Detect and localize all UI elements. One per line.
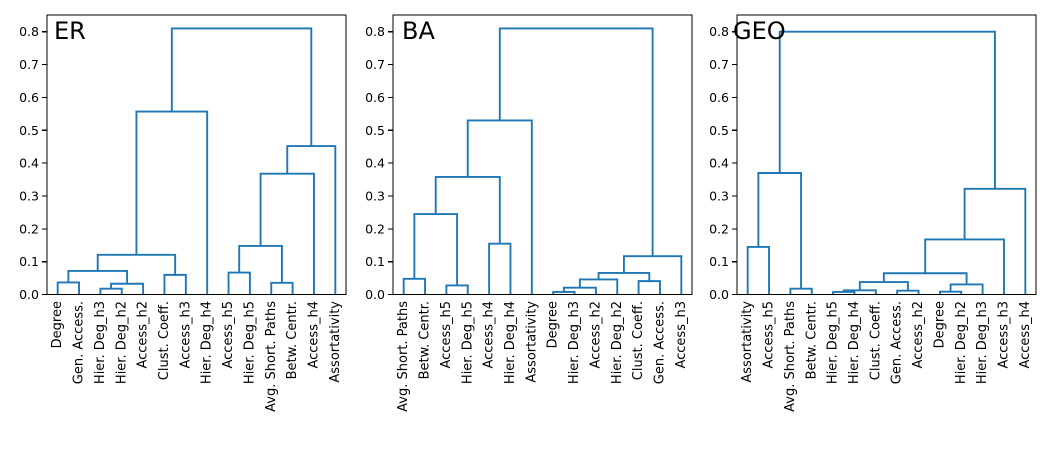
x-tick-label: Access_h4 — [1018, 301, 1033, 369]
dendrogram-link — [498, 27, 654, 257]
x-tick-label: Assortativity — [328, 301, 343, 383]
x-tick-label: Hier. Deg_h2 — [114, 301, 129, 384]
x-tick-label: Avg. Short. Paths — [264, 301, 279, 412]
x-tick-label: Gen. Access. — [890, 301, 905, 384]
y-tick-label: 0.6 — [709, 90, 729, 105]
y-tick-label: 0.6 — [365, 90, 385, 105]
panel-geo: 0.0 0.1 0.2 0.3 0.4 0.5 0.6 0.7 0.8 Assortativity… — [709, 14, 1037, 412]
x-tick-label: Betw. Centr. — [418, 301, 433, 379]
x-tick-label: Access_h5 — [221, 301, 236, 369]
y-tick-label: 0.1 — [709, 254, 729, 269]
panel-title: ER — [54, 17, 86, 45]
y-tick-label: 0.5 — [365, 123, 385, 138]
x-tick-label: Hier. Deg_h5 — [826, 301, 841, 384]
x-tick-label: Access_h3 — [996, 301, 1011, 369]
x-tick-label: Access_h5 — [439, 301, 454, 369]
x-tick-label: Access_h2 — [136, 301, 151, 369]
x-tick-label: Degree — [546, 301, 561, 348]
x-tick-label: Degree — [932, 301, 947, 348]
panel-ba: 0.0 0.1 0.2 0.3 0.4 0.5 0.6 0.7 0.8 Avg. Short. P… — [365, 14, 693, 412]
x-tick-label: Avg. Short. Paths — [783, 301, 798, 412]
x-tick-label: Assortativity — [524, 301, 539, 383]
dendrogram-link — [778, 30, 996, 189]
x-tick-label: Betw. Centr. — [285, 301, 300, 379]
x-tick-label: Hier. Deg_h3 — [975, 301, 990, 384]
x-tick-label: Hier. Deg_h4 — [503, 301, 518, 384]
y-tick-label: 0.7 — [19, 57, 39, 72]
y-tick-label: 0.1 — [19, 254, 39, 269]
dendrogram-link — [170, 27, 313, 147]
x-tick-label: Access_h5 — [762, 301, 777, 369]
y-tick-label: 0.8 — [365, 24, 385, 39]
y-tick-label: 0.6 — [19, 90, 39, 105]
y-tick-label: 0.0 — [709, 287, 729, 302]
y-tick-label: 0.1 — [365, 254, 385, 269]
x-tick-label: Hier. Deg_h3 — [567, 301, 582, 384]
axes-frame — [46, 14, 347, 296]
y-tick-label: 0.5 — [19, 123, 39, 138]
y-tick-label: 0.3 — [19, 189, 39, 204]
y-tick-label: 0.4 — [709, 156, 729, 171]
x-tick-label: Access_h2 — [588, 301, 603, 369]
x-tick-label: Avg. Short. Paths — [396, 301, 411, 412]
y-tick-label: 0.8 — [19, 24, 39, 39]
x-tick-label: Hier. Deg_h2 — [954, 301, 969, 384]
x-tick-label: Gen. Access. — [72, 301, 87, 384]
x-tick-label: Access_h4 — [306, 301, 321, 369]
x-tick-label: Hier. Deg_h2 — [610, 301, 625, 384]
x-tick-label: Access_h4 — [482, 301, 497, 369]
y-tick-label: 0.7 — [365, 57, 385, 72]
x-tick-label: Clust. Coeff. — [157, 301, 172, 380]
x-tick-label: Access_h3 — [674, 301, 689, 369]
y-tick-label: 0.3 — [709, 189, 729, 204]
y-tick-label: 0.0 — [19, 287, 39, 302]
y-tick-label: 0.4 — [19, 156, 39, 171]
y-tick-label: 0.2 — [709, 221, 729, 236]
x-tick-label: Access_h3 — [178, 301, 193, 369]
y-tick-label: 0.5 — [709, 123, 729, 138]
x-tick-label: Gen. Access. — [652, 301, 667, 384]
y-tick-label: 0.8 — [709, 24, 729, 39]
y-tick-label: 0.7 — [709, 57, 729, 72]
axes-frame — [392, 14, 693, 296]
y-tick-label: 0.0 — [365, 287, 385, 302]
x-tick-label: Hier. Deg_h4 — [200, 301, 215, 384]
x-tick-label: Hier. Deg_h5 — [242, 301, 257, 384]
x-tick-label: Access_h2 — [911, 301, 926, 369]
x-tick-label: Hier. Deg_h5 — [460, 301, 475, 384]
y-tick-label: 0.3 — [365, 189, 385, 204]
y-tick-label: 0.4 — [365, 156, 385, 171]
x-tick-label: Hier. Deg_h4 — [847, 301, 862, 384]
y-tick-label: 0.2 — [365, 221, 385, 236]
panel-title: BA — [402, 17, 435, 45]
x-tick-label: Degree — [50, 301, 65, 348]
axes-frame — [736, 14, 1037, 296]
x-tick-label: Clust. Coeff. — [631, 301, 646, 380]
x-tick-label: Assortativity — [740, 301, 755, 383]
x-tick-label: Betw. Centr. — [804, 301, 819, 379]
x-tick-label: Hier. Deg_h3 — [93, 301, 108, 384]
panel-title: GEO — [733, 17, 786, 45]
panel-er: 0.0 0.1 0.2 0.3 0.4 0.5 0.6 0.7 0.8 Degree Gen. Ac… — [19, 14, 347, 412]
x-tick-label: Clust. Coeff. — [868, 301, 883, 380]
y-tick-label: 0.2 — [19, 221, 39, 236]
